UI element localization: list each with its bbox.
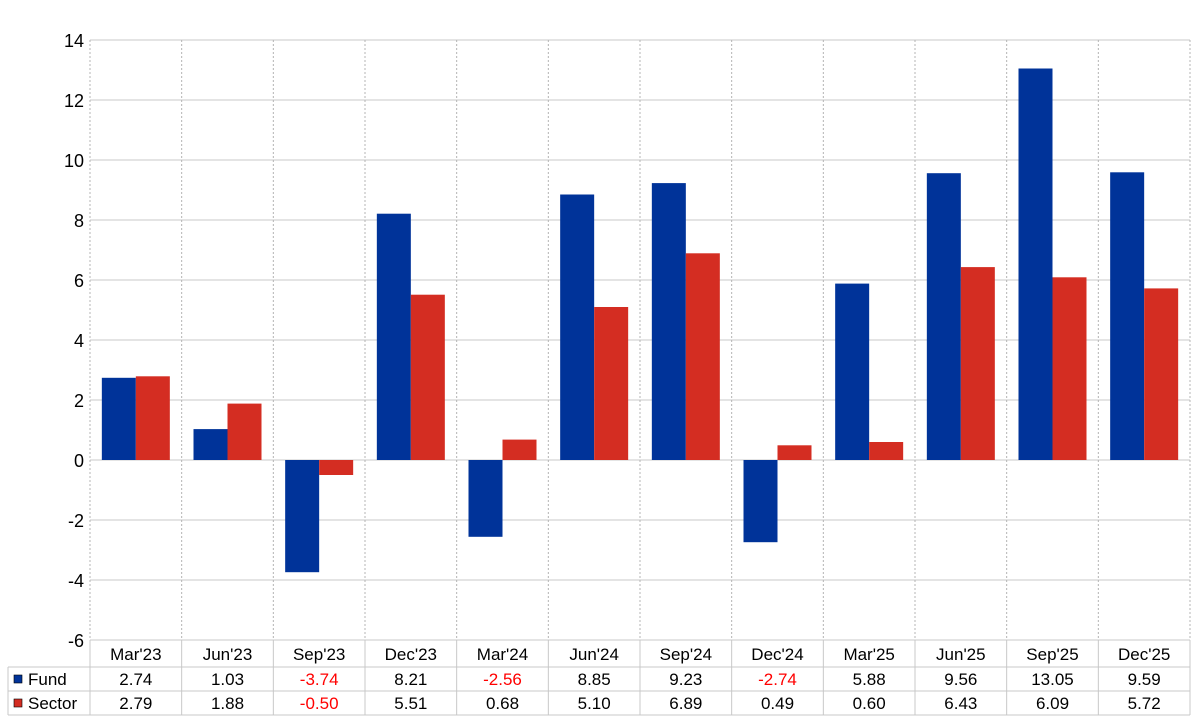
x-category-label: Mar'25 xyxy=(843,645,894,664)
fund-data-label: 9.56 xyxy=(944,670,977,689)
y-tick-label: 4 xyxy=(74,331,84,351)
sector-data-label: 5.51 xyxy=(394,694,427,713)
sector-bar xyxy=(960,267,995,460)
x-category-label: Jun'25 xyxy=(936,645,986,664)
fund-bar xyxy=(560,194,595,460)
y-tick-label: 0 xyxy=(74,451,84,471)
sector-bar xyxy=(135,376,170,460)
sector-data-label: 5.72 xyxy=(1128,694,1161,713)
fund-bar xyxy=(376,213,411,460)
fund-data-label: 9.59 xyxy=(1128,670,1161,689)
sector-data-label: 0.60 xyxy=(853,694,886,713)
fund-legend-swatch xyxy=(13,674,23,684)
sector-bar xyxy=(869,442,904,460)
sector-data-label: 6.43 xyxy=(944,694,977,713)
y-tick-label: -6 xyxy=(68,631,84,651)
fund-bar xyxy=(193,429,228,460)
sector-bar xyxy=(319,460,354,475)
y-tick-label: -4 xyxy=(68,571,84,591)
fund-data-label: -3.74 xyxy=(300,670,339,689)
sector-data-label: 6.09 xyxy=(1036,694,1069,713)
x-category-label: Sep'24 xyxy=(660,645,712,664)
fund-bar xyxy=(926,173,961,460)
fund-bar xyxy=(101,377,136,460)
sector-data-label: -0.50 xyxy=(300,694,339,713)
fund-data-label: 8.21 xyxy=(394,670,427,689)
fund-data-label: 1.03 xyxy=(211,670,244,689)
fund-bar xyxy=(1018,68,1053,460)
sector-bar xyxy=(685,253,720,460)
fund-legend-label: Fund xyxy=(28,670,67,689)
x-category-label: Jun'23 xyxy=(203,645,253,664)
fund-bar xyxy=(1110,172,1145,461)
x-category-label: Sep'25 xyxy=(1026,645,1078,664)
x-category-label: Jun'24 xyxy=(569,645,619,664)
x-category-label: Dec'23 xyxy=(385,645,437,664)
y-tick-label: 14 xyxy=(64,31,84,51)
fund-bar xyxy=(285,460,320,573)
y-tick-label: 12 xyxy=(64,91,84,111)
sector-bar xyxy=(502,439,537,460)
y-tick-label: 10 xyxy=(64,151,84,171)
sector-bar xyxy=(777,445,812,460)
fund-data-label: 9.23 xyxy=(669,670,702,689)
sector-bar xyxy=(594,307,629,460)
x-category-label: Sep'23 xyxy=(293,645,345,664)
x-category-label: Dec'25 xyxy=(1118,645,1170,664)
fund-bar xyxy=(835,283,870,460)
sector-bar xyxy=(1144,288,1179,460)
sector-legend-swatch xyxy=(13,698,23,708)
x-category-label: Mar'23 xyxy=(110,645,161,664)
sector-data-label: 0.49 xyxy=(761,694,794,713)
sector-data-label: 5.10 xyxy=(578,694,611,713)
sector-bar xyxy=(410,294,445,460)
fund-bar xyxy=(651,183,686,460)
fund-data-label: 2.74 xyxy=(119,670,152,689)
sector-data-label: 1.88 xyxy=(211,694,244,713)
x-category-label: Mar'24 xyxy=(477,645,528,664)
fund-data-label: -2.56 xyxy=(483,670,522,689)
sector-data-label: 6.89 xyxy=(669,694,702,713)
fund-data-label: 13.05 xyxy=(1031,670,1074,689)
fund-bar xyxy=(743,460,778,543)
y-tick-label: 8 xyxy=(74,211,84,231)
sector-bar xyxy=(1052,277,1087,460)
sector-legend-label: Sector xyxy=(28,694,77,713)
sector-bar xyxy=(227,403,262,460)
y-tick-label: 6 xyxy=(74,271,84,291)
sector-data-label: 0.68 xyxy=(486,694,519,713)
fund-data-label: 8.85 xyxy=(578,670,611,689)
y-tick-label: 2 xyxy=(74,391,84,411)
x-category-label: Dec'24 xyxy=(751,645,803,664)
y-tick-label: -2 xyxy=(68,511,84,531)
sector-data-label: 2.79 xyxy=(119,694,152,713)
fund-bar xyxy=(468,460,503,537)
fund-data-label: 5.88 xyxy=(853,670,886,689)
fund-data-label: -2.74 xyxy=(758,670,797,689)
